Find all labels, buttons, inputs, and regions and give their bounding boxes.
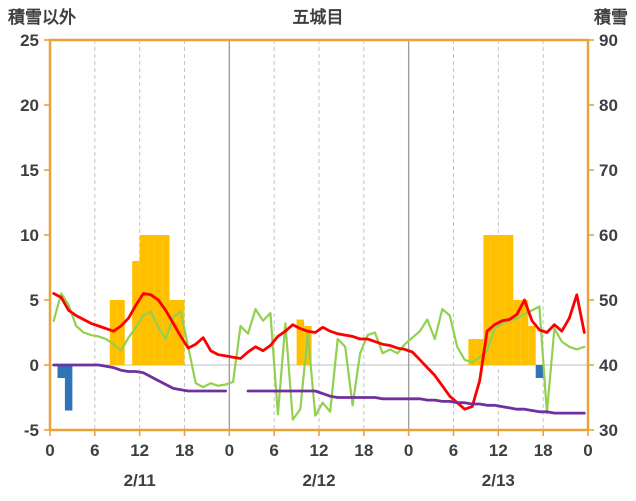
temperature bbox=[52, 292, 586, 411]
negative-bars-bar bbox=[64, 365, 73, 411]
snowfall-bars-bar bbox=[520, 300, 529, 365]
left-axis-tick-label: 15 bbox=[20, 161, 39, 180]
left-axis-tick-label: -5 bbox=[24, 421, 39, 440]
snowfall-bars bbox=[109, 235, 536, 365]
snowfall-bars-bar bbox=[490, 235, 499, 365]
date-label: 2/11 bbox=[124, 471, 156, 490]
snowfall-bars-bar bbox=[468, 339, 476, 365]
date-label: 2/12 bbox=[302, 471, 335, 490]
right-axis-tick-label: 40 bbox=[599, 356, 618, 375]
right-axis-tick-label: 30 bbox=[599, 421, 618, 440]
snowfall-bars-bar bbox=[505, 235, 514, 365]
snowfall-bars-bar bbox=[132, 261, 140, 365]
snowfall-bars-bar bbox=[162, 235, 170, 365]
left-axis-title: 積雪以外 bbox=[8, 7, 76, 27]
hour-tick-label: 18 bbox=[534, 441, 553, 460]
snowfall-bars-bar bbox=[296, 319, 305, 365]
snowfall-bars-bar bbox=[483, 235, 491, 365]
left-axis-tick-label: 20 bbox=[20, 96, 39, 115]
right-axis-tick-label: 50 bbox=[599, 291, 618, 310]
right-axis-tick-label: 60 bbox=[599, 226, 618, 245]
hour-tick-label: 0 bbox=[45, 441, 54, 460]
snowfall-bars-bar bbox=[177, 300, 185, 365]
hour-tick-label: 18 bbox=[354, 441, 373, 460]
snowfall-bars-bar bbox=[528, 326, 536, 365]
negative-bars-bar bbox=[535, 365, 544, 378]
hour-tick-label: 6 bbox=[269, 441, 278, 460]
right-axis-tick-label: 80 bbox=[599, 96, 618, 115]
negative-bars-bar bbox=[57, 365, 65, 378]
left-axis-tick-label: 25 bbox=[20, 31, 39, 50]
snowfall-bars-bar bbox=[117, 300, 125, 365]
snowfall-bars-bar bbox=[498, 235, 506, 365]
hour-tick-label: 0 bbox=[404, 441, 413, 460]
temperature-path bbox=[52, 292, 586, 411]
chart-title: 五城目 bbox=[293, 8, 344, 27]
snow-depth-path bbox=[52, 363, 586, 415]
snowfall-bars-bar bbox=[147, 235, 155, 365]
hour-tick-label: 0 bbox=[225, 441, 234, 460]
green-series-path bbox=[52, 292, 586, 421]
negative-bars bbox=[57, 365, 544, 411]
snowfall-bars-bar bbox=[475, 339, 484, 365]
snowfall-bars-bar bbox=[169, 300, 178, 365]
right-axis-tick-label: 90 bbox=[599, 31, 618, 50]
hour-tick-label: 12 bbox=[489, 441, 508, 460]
left-axis-tick-label: 0 bbox=[30, 356, 39, 375]
snow-depth bbox=[52, 363, 586, 415]
hour-tick-label: 18 bbox=[175, 441, 194, 460]
right-axis-title: 積雪 bbox=[594, 7, 628, 27]
right-axis-tick-label: 70 bbox=[599, 161, 618, 180]
date-label: 2/13 bbox=[482, 471, 515, 490]
hour-tick-label: 12 bbox=[310, 441, 329, 460]
hour-tick-label: 6 bbox=[449, 441, 458, 460]
green-series bbox=[52, 292, 586, 421]
hour-tick-label: 0 bbox=[583, 441, 592, 460]
left-axis-tick-label: 10 bbox=[20, 226, 39, 245]
hour-tick-label: 6 bbox=[90, 441, 99, 460]
left-axis-tick-label: 5 bbox=[30, 291, 39, 310]
snowfall-bars-bar bbox=[513, 300, 521, 365]
hour-tick-label: 12 bbox=[130, 441, 149, 460]
snowfall-bars-bar bbox=[139, 235, 148, 365]
